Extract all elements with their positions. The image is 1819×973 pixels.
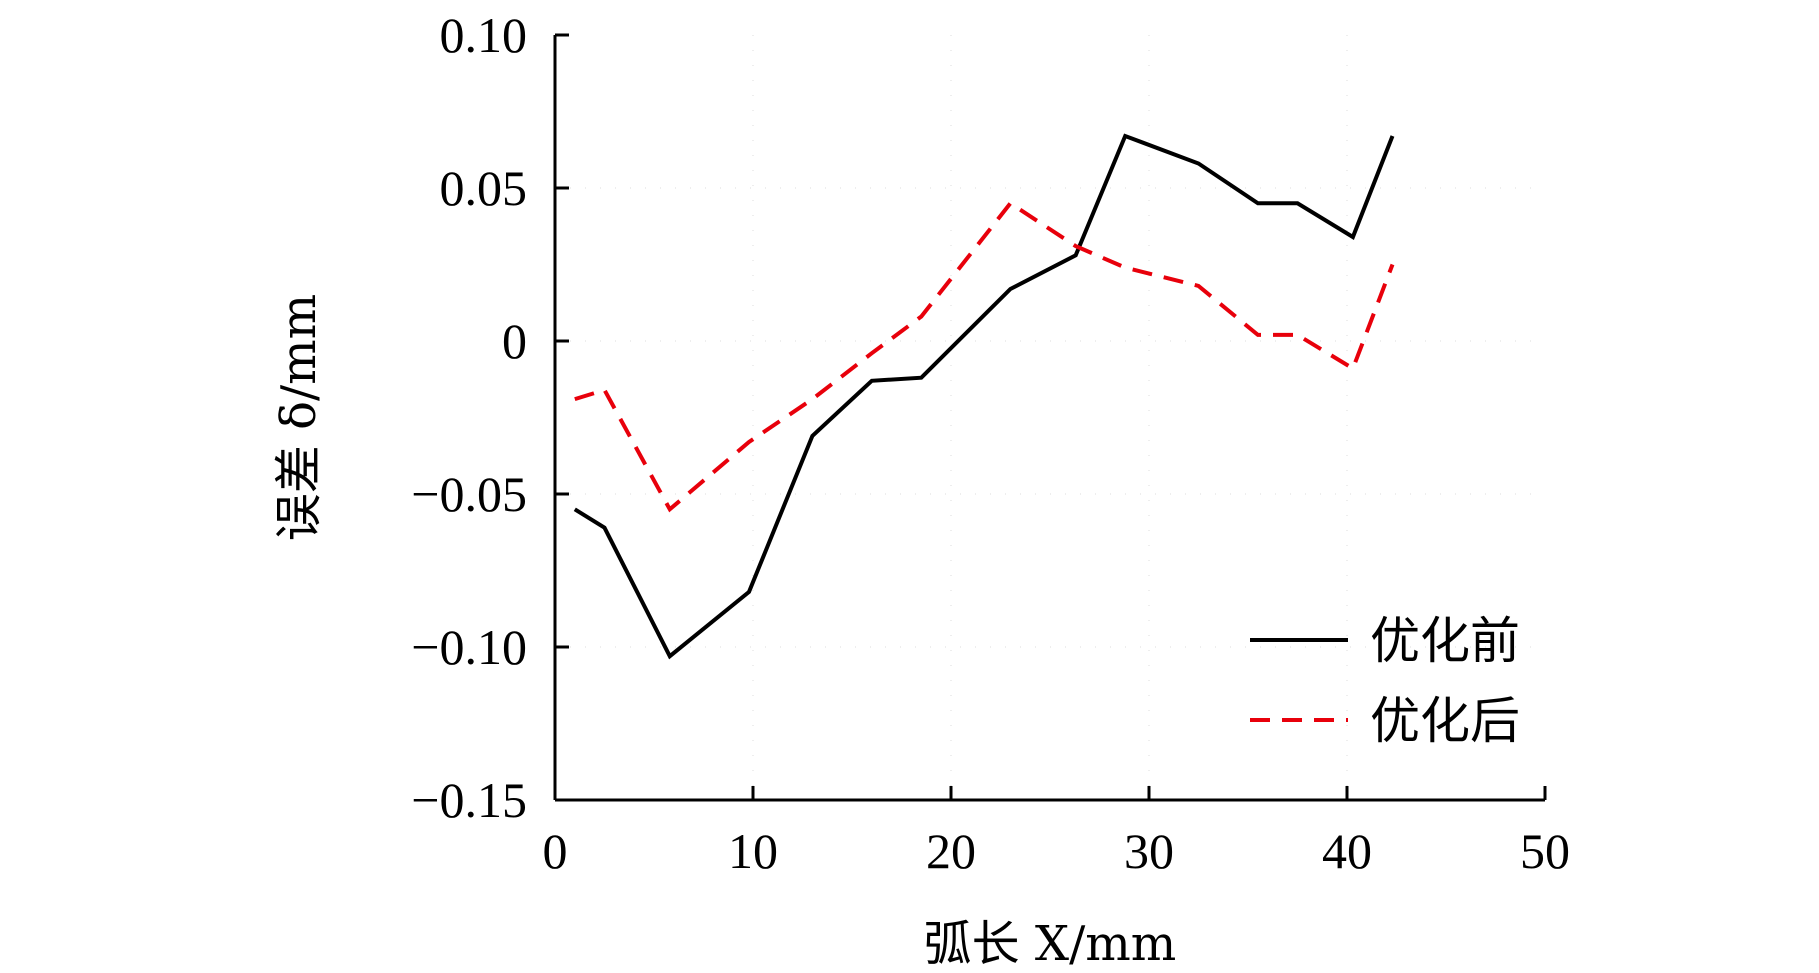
y-tick-label: 0	[502, 313, 527, 369]
legend-label-1: 优化前	[1370, 612, 1520, 670]
y-tick-label: −0.05	[411, 466, 527, 522]
legend-label-2: 优化后	[1370, 692, 1520, 750]
x-axis-title: 弧长 X/mm	[924, 916, 1177, 972]
series	[573, 133, 1395, 660]
grid	[555, 35, 1545, 800]
axes	[553, 35, 1545, 802]
y-tick-label: −0.10	[411, 619, 527, 675]
y-tick-label: 0.05	[440, 160, 528, 216]
x-tick-label: 40	[1322, 823, 1372, 879]
x-tick-label: 0	[543, 823, 568, 879]
ticks: 0 10 20 30 40 50 −0.15 −0.10 −0.05 0 0.05 0.10	[411, 7, 1570, 879]
x-tick-label: 50	[1520, 823, 1570, 879]
y-axis-title: 误差 δ/mm	[271, 294, 327, 541]
x-tick-label: 20	[926, 823, 976, 879]
y-tick-label: −0.15	[411, 772, 527, 828]
x-tick-label: 30	[1124, 823, 1174, 879]
x-tick-label: 10	[728, 823, 778, 879]
series-line-2	[574, 200, 1395, 513]
y-tick-label: 0.10	[440, 7, 528, 63]
series-line-1	[573, 133, 1395, 660]
